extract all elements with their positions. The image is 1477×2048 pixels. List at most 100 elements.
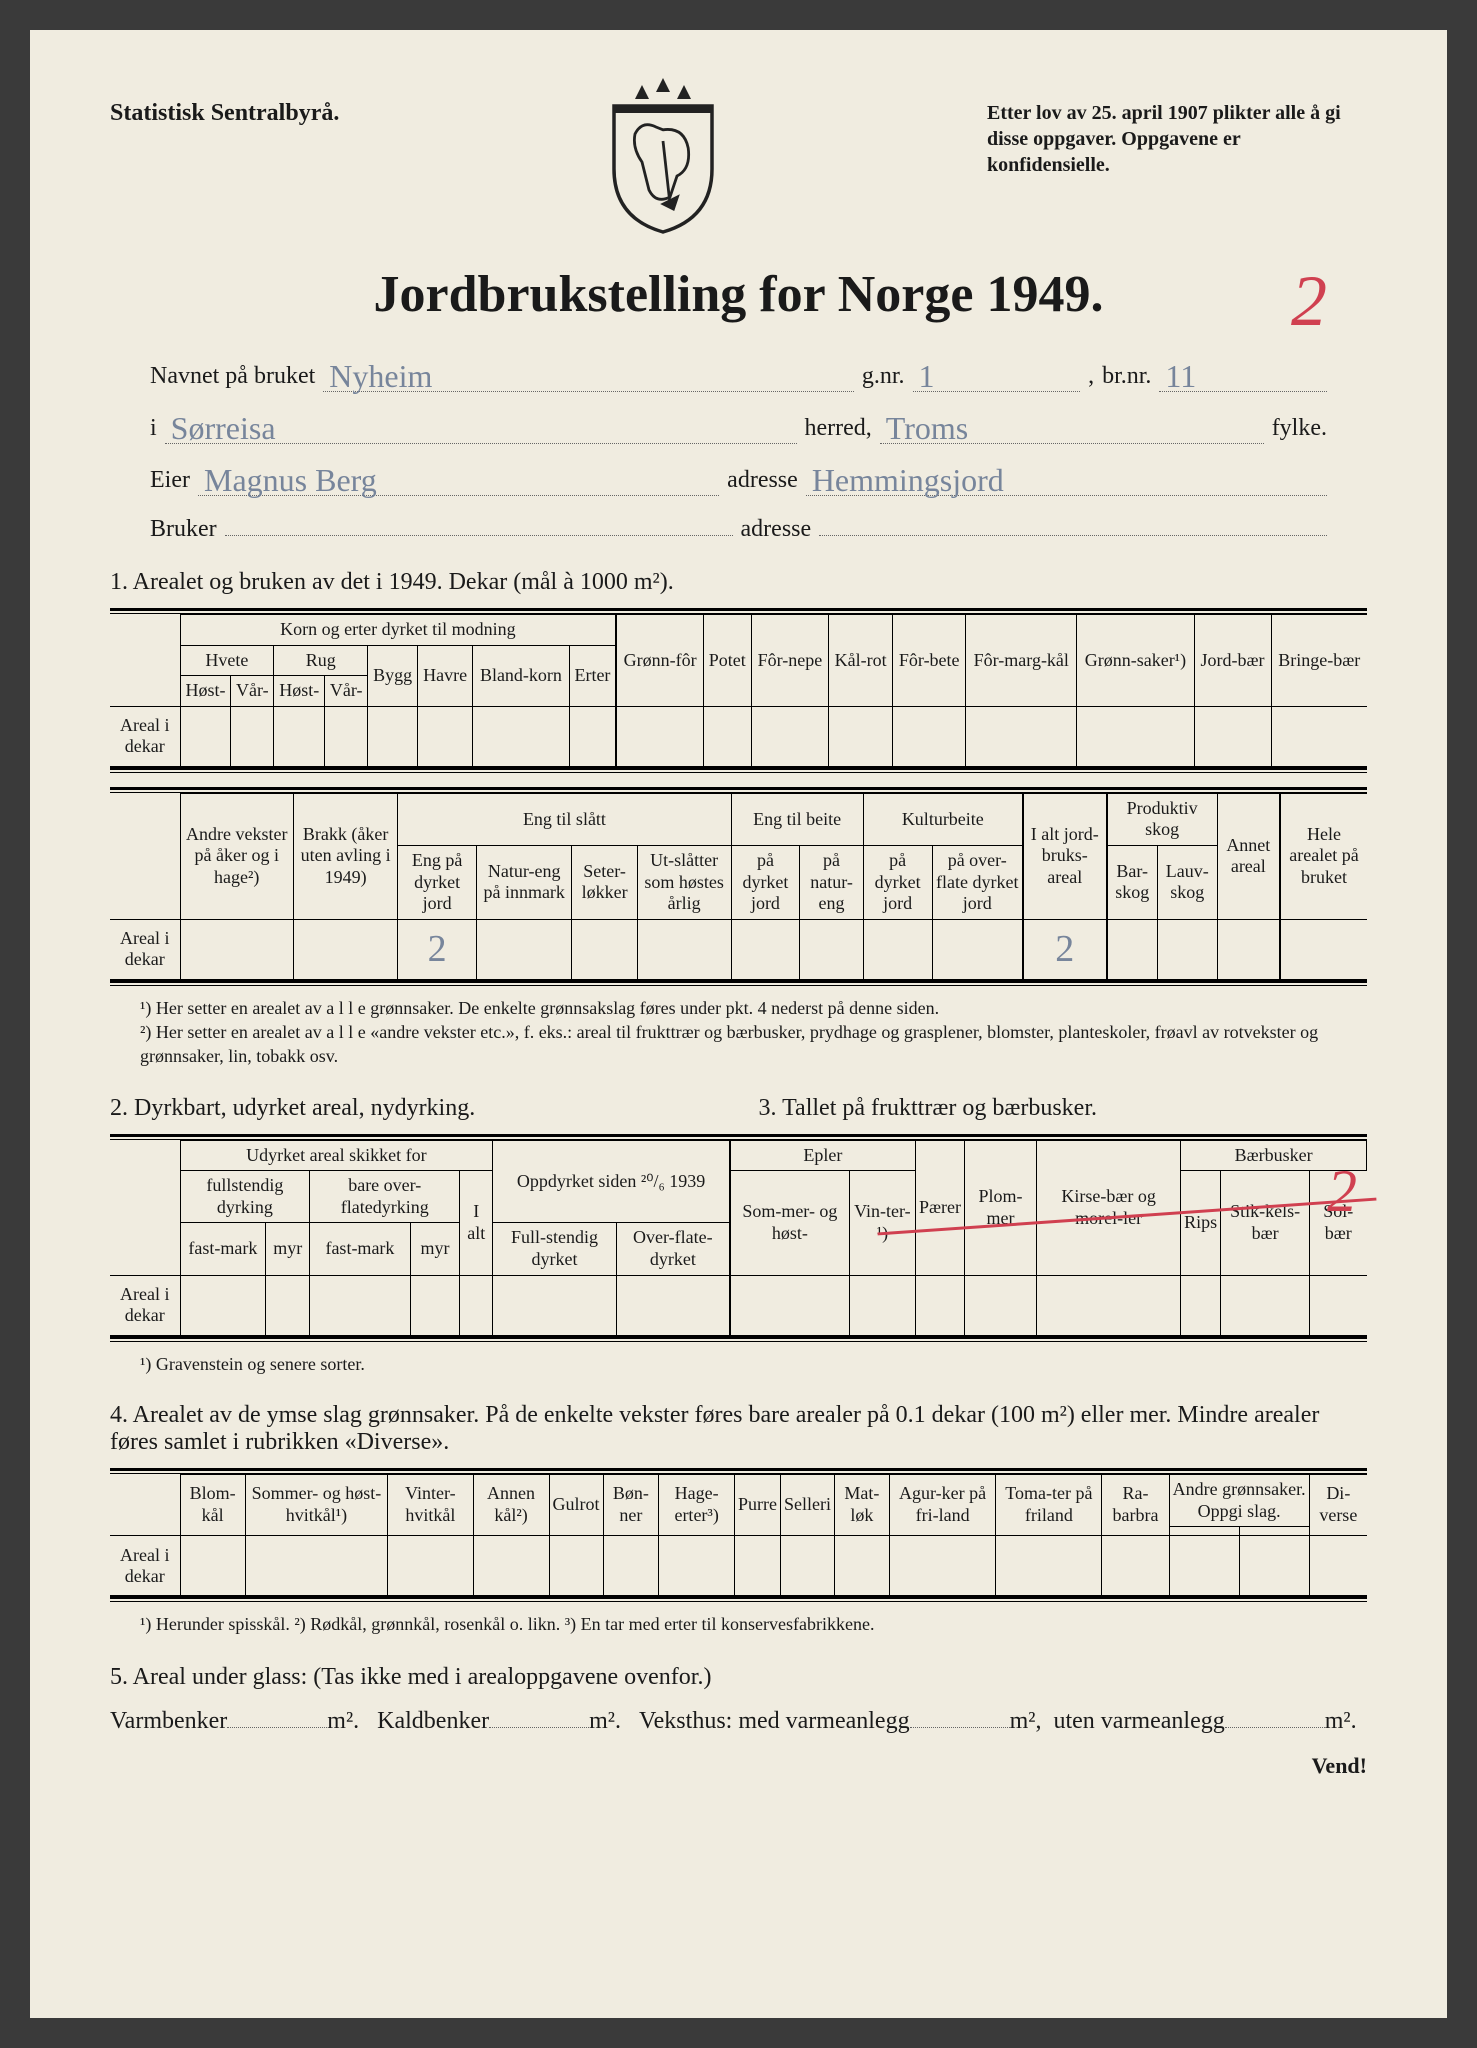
main-title: Jordbrukstelling for Norge 1949. xyxy=(110,265,1367,324)
table-1b: Andre vekster på åker og i hage²) Brakk … xyxy=(110,793,1367,980)
col-head: på natur-eng xyxy=(800,845,863,919)
col-head: Purre xyxy=(735,1474,781,1535)
col-head: Vår- xyxy=(231,676,274,707)
col-head: Havre xyxy=(418,645,473,706)
col-head: Potet xyxy=(703,615,751,707)
row-label: Areal i dekar xyxy=(110,706,180,766)
col-head: myr xyxy=(410,1223,460,1275)
field-label: Bruker xyxy=(150,516,217,543)
col-head: Vår- xyxy=(325,676,368,707)
col-head: Andre vekster på åker og i hage²) xyxy=(180,793,293,919)
row-label: Areal i dekar xyxy=(110,1536,180,1596)
col-head: på dyrket jord xyxy=(731,845,800,919)
col-head: Hvete xyxy=(180,645,274,676)
field-label: Varmbenker xyxy=(110,1708,227,1734)
field-label: uten varmeanlegg xyxy=(1053,1708,1224,1734)
handwritten-red-annotation: 2 xyxy=(1327,1157,1357,1226)
col-head: Rips xyxy=(1181,1171,1221,1275)
section-4-footnote: ¹) Herunder spisskål. ²) Rødkål, grønnkå… xyxy=(140,1612,1337,1636)
col-head: Brakk (åker uten avling i 1949) xyxy=(293,793,397,919)
col-head: Rug xyxy=(274,645,368,676)
table-2-3: Udyrket areal skikket for Oppdyrket side… xyxy=(110,1140,1367,1336)
col-head: Oppdyrket siden ²⁰/₆ 1939 xyxy=(493,1140,730,1223)
census-form-page: Statistisk Sentralbyrå. Etter lov av 25.… xyxy=(30,30,1447,2018)
section-2-heading: 2. Dyrkbart, udyrket areal, nydyrking. xyxy=(110,1095,719,1122)
col-head: Bøn-ner xyxy=(603,1474,659,1535)
coat-of-arms-icon xyxy=(593,70,733,245)
col-head: Udyrket areal skikket for xyxy=(180,1140,493,1171)
col-head: bare over-flatedyrking xyxy=(310,1171,460,1223)
col-head: Kål-rot xyxy=(829,615,893,707)
col-head: Bringe-bær xyxy=(1271,615,1367,707)
col-head: Full-stendig dyrket xyxy=(493,1223,617,1275)
col-head: Selleri xyxy=(781,1474,835,1535)
col-head: Agur-ker på fri-land xyxy=(889,1474,996,1535)
col-head: Blom-kål xyxy=(180,1474,245,1535)
section-4-heading: 4. Arealet av de ymse slag grønnsaker. P… xyxy=(110,1402,1367,1456)
field-label: adresse xyxy=(741,516,812,543)
col-head: Fôr-bete xyxy=(893,615,966,707)
col-head: Annen kål²) xyxy=(473,1474,549,1535)
col-head: myr xyxy=(266,1223,310,1275)
col-head: Stik-kels-bær xyxy=(1221,1171,1310,1275)
col-head: fast-mark xyxy=(180,1223,266,1275)
col-head: Vinter-hvitkål xyxy=(388,1474,473,1535)
field-label: Veksthus: med varmeanlegg xyxy=(639,1708,910,1734)
field-label: Kaldbenker xyxy=(377,1708,489,1734)
field-label: br.nr. xyxy=(1102,363,1151,390)
section-3-footnote: ¹) Gravenstein og senere sorter. xyxy=(140,1352,1337,1376)
col-head: Fôr-nepe xyxy=(751,615,829,707)
col-head: fullstendig dyrking xyxy=(180,1171,310,1223)
org-name: Statistisk Sentralbyrå. xyxy=(110,100,339,127)
section-5: 5. Areal under glass: (Tas ikke med i ar… xyxy=(110,1656,1367,1742)
col-head: I alt xyxy=(460,1171,493,1275)
col-head: Eng til slått xyxy=(398,793,731,845)
handwritten-value: 11 xyxy=(1165,358,1196,394)
col-head: Seter-løkker xyxy=(572,845,637,919)
col-head: Høst- xyxy=(180,676,231,707)
footnote: ¹) Her setter en arealet av a l l e grøn… xyxy=(140,996,1337,1020)
col-head: Lauv-skog xyxy=(1157,845,1217,919)
col-head: Di-verse xyxy=(1309,1474,1367,1535)
turn-over-label: Vend! xyxy=(110,1753,1367,1779)
col-head: Annet areal xyxy=(1217,793,1280,919)
col-head: Toma-ter på friland xyxy=(996,1474,1102,1535)
section-1-footnotes: ¹) Her setter en arealet av a l l e grøn… xyxy=(140,996,1337,1069)
col-head: Kulturbeite xyxy=(863,793,1023,845)
field-label: Eier xyxy=(150,467,190,494)
col-head: på over-flate dyrket jord xyxy=(932,845,1023,919)
col-head: Grønn-saker¹) xyxy=(1077,615,1194,707)
col-head: Natur-eng på innmark xyxy=(476,845,571,919)
col-head: Erter xyxy=(569,645,616,706)
handwritten-value: 1 xyxy=(919,358,935,394)
handwritten-value: Sørreisa xyxy=(171,410,276,446)
col-head: Bar-skog xyxy=(1107,845,1158,919)
legal-note: Etter lov av 25. april 1907 plikter alle… xyxy=(987,100,1367,178)
col-head: Bygg xyxy=(368,645,418,706)
col-head: Som-mer- og høst- xyxy=(730,1171,849,1275)
footnote: ²) Her setter en arealet av a l l e «and… xyxy=(140,1020,1337,1069)
handwritten-value: 2 xyxy=(1023,919,1107,979)
identification-fields: Navnet på bruket Nyheim g.nr. 1 , br.nr.… xyxy=(150,354,1327,543)
handwritten-value: 2 xyxy=(398,919,477,979)
col-head: Eng på dyrket jord xyxy=(398,845,477,919)
col-head: Ut-slåtter som høstes årlig xyxy=(637,845,731,919)
col-head: Grønn-fôr xyxy=(616,615,703,707)
field-label: herred, xyxy=(805,415,872,442)
field-label: adresse xyxy=(727,467,798,494)
field-label: Navnet på bruket xyxy=(150,363,315,390)
col-head: fast-mark xyxy=(310,1223,411,1275)
col-head: Over-flate-dyrket xyxy=(616,1223,730,1275)
handwritten-value: Magnus Berg xyxy=(204,462,377,498)
col-head: Pærer xyxy=(915,1140,964,1275)
table-1a: Korn og erter dyrket til modning Grønn-f… xyxy=(110,614,1367,767)
handwritten-value: Hemmingsjord xyxy=(812,462,1004,498)
field-label: g.nr. xyxy=(862,363,905,390)
col-head: på dyrket jord xyxy=(863,845,932,919)
col-head: Produktiv skog xyxy=(1107,793,1217,845)
col-head: Ra-barbra xyxy=(1102,1474,1169,1535)
section-5-heading: 5. Areal under glass: (Tas ikke med i ar… xyxy=(110,1664,711,1690)
col-head: Høst- xyxy=(274,676,325,707)
col-head: Kirse-bær og morel-ler xyxy=(1037,1140,1181,1275)
handwritten-value: Troms xyxy=(886,410,968,446)
